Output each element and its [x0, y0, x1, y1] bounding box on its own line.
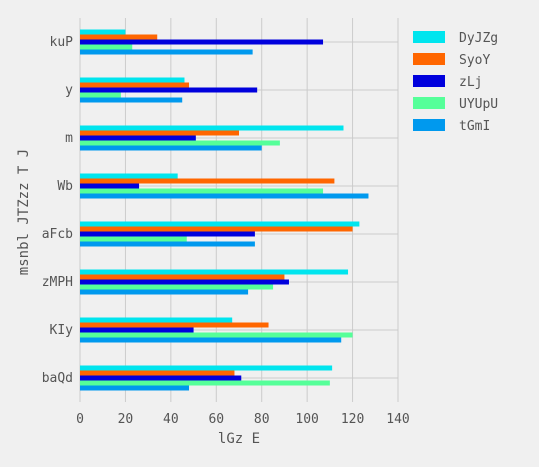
legend: DyJZg SyoY zLj UYUpU tGmI	[413, 31, 498, 134]
bar-zLj-KIy	[80, 327, 194, 333]
bar-DyJZg-baQd	[80, 365, 333, 371]
x-tick-label: 40	[163, 412, 179, 427]
bar-DyJZg-y	[80, 77, 185, 83]
y-axis-label: msnbl JTZzz T J	[16, 149, 32, 275]
bar-UYUpU-KIy	[80, 332, 353, 338]
bar-SyoY-m	[80, 130, 239, 136]
bar-UYUpU-aFcb	[80, 236, 187, 242]
bar-SyoY-kuP	[80, 34, 158, 40]
bar-zLj-baQd	[80, 375, 242, 381]
bar-DyJZg-zMPH	[80, 269, 349, 275]
legend-label: zLj	[459, 75, 482, 90]
bar-tGmI-Wb	[80, 193, 369, 199]
legend-label: tGmI	[459, 119, 490, 134]
x-tick-label: 140	[386, 412, 409, 427]
x-tick-labels: 0 20 40 60 80 100 120 140	[76, 412, 410, 427]
bar-zLj-aFcb	[80, 231, 255, 237]
legend-label: UYUpU	[459, 97, 498, 112]
bars	[80, 29, 369, 391]
bar-tGmI-baQd	[80, 385, 190, 391]
bar-DyJZg-KIy	[80, 317, 233, 323]
y-tick-label: Wb	[57, 179, 73, 194]
bar-tGmI-KIy	[80, 337, 342, 343]
x-axis-label: lGz E	[218, 431, 260, 447]
x-tick-label: 0	[76, 412, 84, 427]
bar-SyoY-aFcb	[80, 226, 353, 232]
bar-tGmI-m	[80, 145, 262, 151]
legend-swatch	[413, 97, 445, 109]
bar-zLj-kuP	[80, 39, 324, 45]
bar-UYUpU-m	[80, 140, 280, 146]
y-tick-label: y	[65, 83, 73, 98]
legend-label: SyoY	[459, 53, 490, 68]
bar-UYUpU-zMPH	[80, 284, 274, 290]
bar-UYUpU-baQd	[80, 380, 330, 386]
x-tick-label: 80	[254, 412, 270, 427]
bar-SyoY-y	[80, 82, 190, 88]
legend-swatch	[413, 75, 445, 87]
bar-SyoY-KIy	[80, 322, 269, 328]
bar-DyJZg-kuP	[80, 29, 126, 35]
bar-DyJZg-m	[80, 125, 344, 131]
bar-UYUpU-kuP	[80, 44, 133, 50]
legend-label: DyJZg	[459, 31, 498, 46]
legend-swatch	[413, 119, 445, 131]
bar-DyJZg-aFcb	[80, 221, 360, 227]
bar-tGmI-aFcb	[80, 241, 255, 247]
x-tick-label: 60	[208, 412, 224, 427]
bar-zLj-Wb	[80, 183, 140, 189]
x-tick-label: 100	[295, 412, 318, 427]
y-tick-labels: kuP y m Wb aFcb zMPH KIy baQd	[42, 35, 73, 386]
y-tick-label: KIy	[50, 323, 74, 338]
grid-lines	[79, 18, 399, 402]
bar-tGmI-kuP	[80, 49, 253, 55]
bar-SyoY-baQd	[80, 370, 235, 376]
legend-swatch	[413, 53, 445, 65]
bar-zLj-m	[80, 135, 196, 141]
bar-UYUpU-Wb	[80, 188, 324, 194]
bar-tGmI-zMPH	[80, 289, 249, 295]
legend-swatch	[413, 31, 445, 43]
bar-zLj-zMPH	[80, 279, 289, 285]
y-tick-label: baQd	[42, 371, 73, 386]
y-tick-label: zMPH	[42, 275, 73, 290]
bar-DyJZg-Wb	[80, 173, 178, 179]
y-tick-label: aFcb	[42, 227, 73, 242]
bar-zLj-y	[80, 87, 258, 93]
x-tick-label: 20	[118, 412, 134, 427]
bar-UYUpU-y	[80, 92, 121, 98]
bar-SyoY-Wb	[80, 178, 335, 184]
y-tick-label: kuP	[50, 35, 74, 50]
x-tick-label: 120	[341, 412, 364, 427]
y-tick-label: m	[65, 131, 73, 146]
bar-SyoY-zMPH	[80, 274, 285, 280]
bar-tGmI-y	[80, 97, 183, 103]
